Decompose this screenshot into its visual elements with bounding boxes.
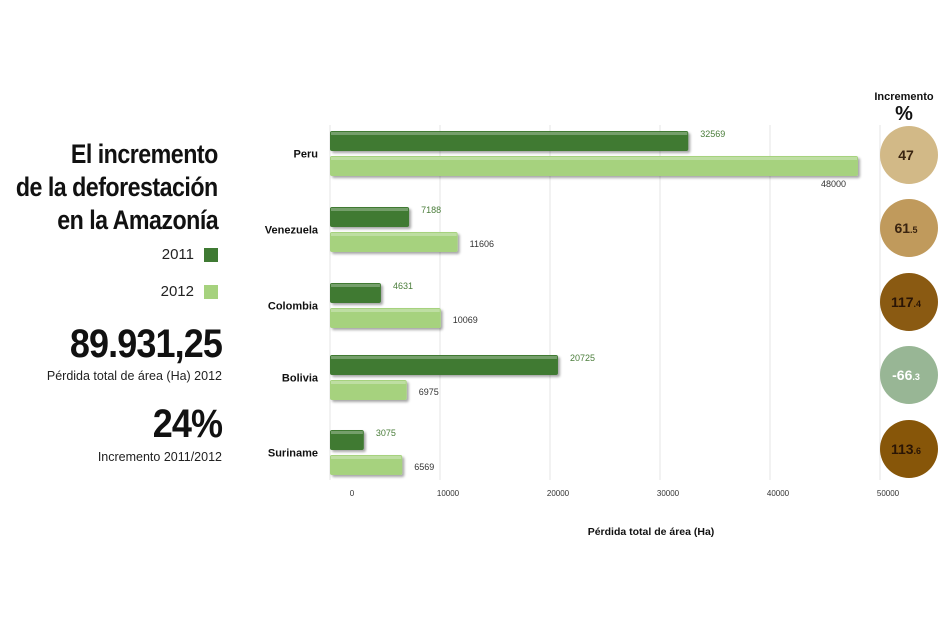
total-area-value: 89.931,25 — [69, 322, 223, 366]
increment-value-3: -66.3 — [892, 367, 920, 383]
title-line-2: de la deforestación — [16, 172, 218, 202]
x-tick-label-0: 0 — [350, 489, 355, 498]
increment-value-1: 61.5 — [894, 220, 917, 236]
legend-item-2012: 2012 — [161, 283, 218, 300]
legend-swatch-2011 — [204, 247, 218, 262]
bar-highlight-bolivia-2011 — [331, 356, 557, 359]
title-line-3: en la Amazonía — [57, 205, 218, 235]
bar-highlight-colombia-2012 — [331, 309, 440, 312]
increment-value-dec-2: .4 — [914, 299, 922, 309]
value-label-colombia-2012: 10069 — [453, 315, 478, 325]
increment-value-2: 117.4 — [891, 294, 921, 310]
category-label-bolivia: Bolivia — [282, 373, 319, 385]
increment-value-dec-4: .6 — [914, 446, 922, 456]
x-axis-ticks: 0 10000 20000 30000 40000 50000 — [350, 489, 900, 498]
bar-colombia-2012 — [330, 308, 441, 328]
category-label-venezuela: Venezuela — [265, 225, 319, 237]
legend-label-2012: 2012 — [160, 283, 194, 300]
legend-label-2011: 2011 — [161, 246, 194, 263]
x-tick-label-50000: 50000 — [877, 489, 900, 498]
increment-value-int-3: -66 — [892, 367, 912, 383]
bar-bolivia-2011 — [330, 355, 558, 375]
increment-circle-4 — [880, 420, 938, 478]
x-axis-title: Pérdida total de área (Ha) — [588, 526, 715, 538]
bar-bolivia-2012 — [330, 380, 407, 400]
x-tick-label-30000: 30000 — [657, 489, 680, 498]
increment-total-value: 24% — [152, 402, 223, 446]
value-label-venezuela-2012: 11606 — [470, 239, 494, 249]
increment-value-dec-1: .5 — [910, 225, 918, 235]
value-label-suriname-2011: 3075 — [376, 428, 396, 438]
bar-highlight-colombia-2011 — [331, 284, 380, 287]
value-label-bolivia-2011: 20725 — [570, 353, 595, 363]
value-label-peru-2012: 48000 — [821, 179, 846, 189]
bar-suriname-2011 — [330, 430, 364, 450]
increment-circle-1 — [880, 199, 938, 257]
increment-title: Incremento — [874, 91, 934, 103]
x-tick-label-10000: 10000 — [437, 489, 460, 498]
bar-highlight-peru-2011 — [331, 132, 688, 135]
increment-value-int-2: 117 — [891, 294, 914, 310]
value-label-suriname-2012: 6569 — [414, 462, 434, 472]
category-label-colombia: Colombia — [268, 301, 319, 313]
increment-value-int-1: 61 — [894, 220, 910, 236]
increment-value-dec-3: .3 — [912, 372, 920, 382]
legend-swatch-2012 — [204, 284, 218, 299]
category-label-suriname: Suriname — [268, 448, 318, 460]
increment-circle-2 — [880, 273, 938, 331]
info-panel: El incremento de la deforestación en la … — [0, 0, 240, 630]
bar-peru-2011 — [330, 131, 689, 151]
category-label-peru: Peru — [294, 149, 318, 161]
bar-highlight-suriname-2011 — [331, 431, 363, 434]
bar-suriname-2012 — [330, 455, 403, 475]
category-labels: Peru Venezuela Colombia Bolivia Suriname — [265, 149, 319, 460]
bar-highlight-peru-2012 — [331, 157, 857, 160]
x-tick-label-20000: 20000 — [547, 489, 570, 498]
value-label-peru-2011: 32569 — [700, 129, 725, 139]
bar-highlight-venezuela-2012 — [331, 233, 457, 236]
increment-value-4: 113.6 — [891, 441, 921, 457]
increment-circle-0 — [880, 126, 938, 184]
total-area-caption: Pérdida total de área (Ha) 2012 — [46, 369, 222, 383]
title-line-1: El incremento — [71, 139, 218, 169]
bar-highlight-bolivia-2012 — [331, 381, 406, 384]
legend-item-2011: 2011 — [162, 246, 218, 263]
bar-venezuela-2012 — [330, 232, 458, 252]
bar-highlight-suriname-2012 — [331, 456, 402, 459]
increment-total-caption: Incremento 2011/2012 — [97, 450, 222, 464]
bar-venezuela-2011 — [330, 207, 410, 227]
x-tick-label-40000: 40000 — [767, 489, 790, 498]
bar-peru-2012 — [330, 156, 858, 176]
bar-colombia-2011 — [330, 283, 381, 303]
value-label-bolivia-2012: 6975 — [419, 387, 439, 397]
grid-lines — [329, 125, 881, 480]
increment-circle-3 — [880, 346, 938, 404]
bar-highlight-venezuela-2011 — [331, 208, 409, 211]
bars: 32569 48000 7188 11606 4631 10069 20725 6975 307… — [330, 129, 858, 475]
value-label-venezuela-2011: 7188 — [421, 205, 441, 215]
increment-value-0: 47 — [898, 147, 914, 163]
increment-column: Incremento% 47 61.5 117.4 -66.3 113.6 — [874, 91, 938, 478]
value-label-colombia-2011: 4631 — [393, 281, 413, 291]
increment-value-int-4: 113 — [891, 441, 914, 457]
increment-unit: % — [895, 103, 913, 125]
increment-value-int-0: 47 — [898, 147, 914, 163]
